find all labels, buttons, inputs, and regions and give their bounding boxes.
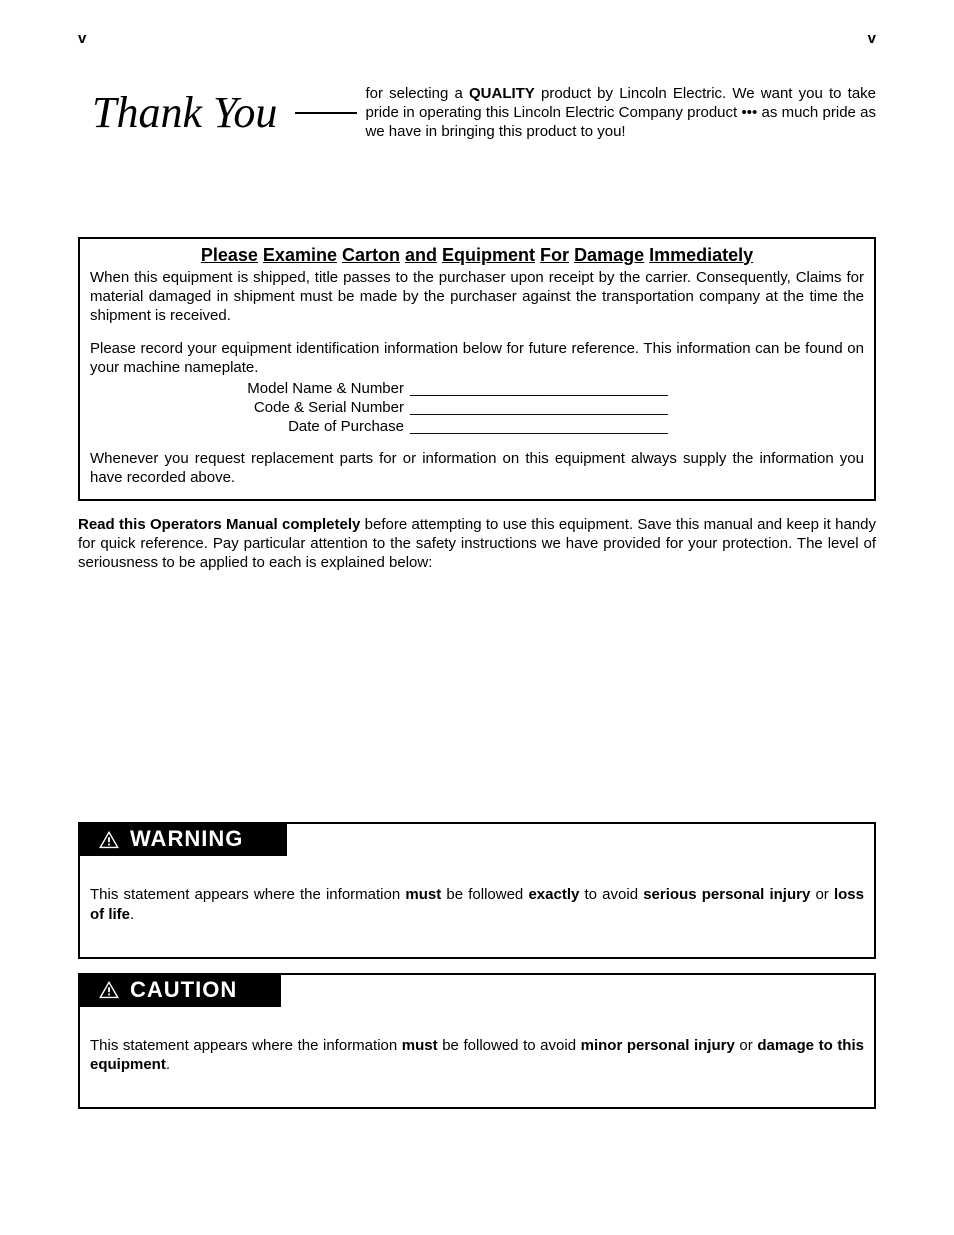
examine-para-1: When this equipment is shipped, title pa… bbox=[90, 268, 864, 326]
warning-icon bbox=[98, 830, 120, 849]
examine-box: Please Examine Carton and Equipment For … bbox=[78, 237, 876, 501]
field-date: Date of Purchase _______________________… bbox=[90, 418, 864, 435]
field-code: Code & Serial Number ___________________… bbox=[90, 399, 864, 416]
caution-label: CAUTION bbox=[130, 977, 237, 1003]
page-number-left: v bbox=[78, 30, 86, 47]
caution-icon bbox=[98, 980, 120, 999]
examine-title: Please Examine Carton and Equipment For … bbox=[90, 245, 864, 266]
caution-body: This statement appears where the informa… bbox=[90, 1036, 864, 1074]
read-manual-paragraph: Read this Operators Manual completely be… bbox=[78, 515, 876, 573]
examine-para-3: Whenever you request replacement parts f… bbox=[90, 449, 864, 487]
thank-you-section: Thank You for selecting a QUALITY produc… bbox=[78, 69, 876, 157]
page-header: v v bbox=[78, 30, 876, 47]
thank-you-title: Thank You bbox=[78, 91, 283, 135]
page-number-right: v bbox=[868, 30, 876, 47]
thank-you-paragraph: for selecting a QUALITY product by Linco… bbox=[365, 84, 876, 142]
caution-box: CAUTION This statement appears where the… bbox=[78, 973, 876, 1109]
field-model: Model Name & Number ____________________… bbox=[90, 380, 864, 397]
warning-box: WARNING This statement appears where the… bbox=[78, 822, 876, 958]
spacer bbox=[78, 572, 876, 822]
field-model-line[interactable]: ___________________________________ bbox=[410, 380, 667, 397]
field-model-label: Model Name & Number bbox=[90, 380, 410, 397]
divider-line bbox=[295, 112, 357, 114]
field-date-label: Date of Purchase bbox=[90, 418, 410, 435]
warning-label: WARNING bbox=[130, 826, 243, 852]
caution-header: CAUTION bbox=[80, 973, 281, 1007]
examine-para-2: Please record your equipment identificat… bbox=[90, 339, 864, 377]
page: v v Thank You for selecting a QUALITY pr… bbox=[0, 0, 954, 1183]
warning-header: WARNING bbox=[80, 822, 287, 856]
field-code-label: Code & Serial Number bbox=[90, 399, 410, 416]
field-date-line[interactable]: ___________________________________ bbox=[410, 418, 667, 435]
warning-body: This statement appears where the informa… bbox=[90, 885, 864, 923]
field-code-line[interactable]: ___________________________________ bbox=[410, 399, 667, 416]
